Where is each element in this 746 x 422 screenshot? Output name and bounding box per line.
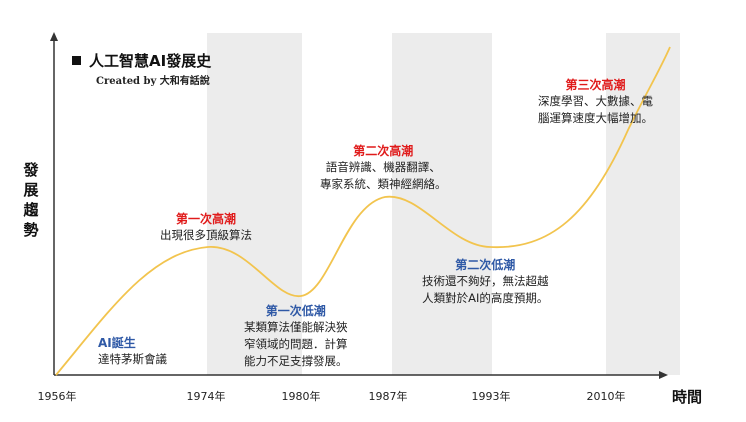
event-desc-line: 某類算法僅能解決狹	[244, 320, 348, 334]
event-second-winter: 第二次低潮 技術還不夠好，無法超越 人類對於AI的高度預期。	[422, 256, 549, 307]
x-tick-1987: 1987年	[368, 390, 408, 403]
event-title: AI誕生	[98, 336, 136, 350]
title-bullet	[72, 56, 81, 65]
event-desc-line: 窄領域的問題．計算	[244, 337, 348, 351]
x-tick-1980: 1980年	[281, 390, 321, 403]
event-desc-line: 能力不足支撐發展。	[244, 354, 348, 368]
x-tick-1974: 1974年	[186, 390, 226, 403]
event-desc-line: 人類對於AI的高度預期。	[422, 291, 549, 305]
event-second-boom: 第二次高潮 語音辨識、機器翻譯、 專家系統、類神經網絡。	[320, 142, 447, 193]
event-desc-line: 專家系統、類神經網絡。	[320, 177, 447, 191]
event-first-boom: 第一次高潮 出現很多頂級算法	[160, 210, 252, 244]
event-ai-birth: AI誕生 達特茅斯會議	[98, 334, 167, 368]
event-first-winter: 第一次低潮 某類算法僅能解決狹 窄領域的問題．計算 能力不足支撐發展。	[244, 302, 348, 370]
event-third-boom: 第三次高潮 深度學習、大數據、電 腦運算速度大幅增加。	[538, 76, 653, 127]
event-desc-line: 語音辨識、機器翻譯、	[325, 160, 441, 174]
x-tick-1956: 1956年	[37, 390, 77, 403]
x-axis-arrow	[659, 371, 668, 379]
period-band-1974-1980	[207, 33, 302, 375]
x-tick-2010: 2010年	[586, 390, 626, 403]
event-desc-line: 技術還不夠好，無法超越	[422, 274, 549, 288]
event-title: 第一次低潮	[265, 304, 326, 318]
y-axis-label: 發展趨勢	[23, 161, 39, 239]
chart-title-text: 人工智慧AI發展史	[89, 52, 212, 70]
event-title: 第二次低潮	[455, 258, 516, 272]
x-tick-1993: 1993年	[471, 390, 511, 403]
period-band-2010-plus	[606, 33, 680, 375]
event-desc-line: 出現很多頂級算法	[160, 228, 252, 242]
trend-curve	[55, 46, 671, 376]
chart-title: 人工智慧AI發展史	[72, 50, 211, 71]
event-title: 第二次高潮	[353, 144, 414, 158]
event-title: 第一次高潮	[175, 212, 236, 226]
event-desc-line: 達特茅斯會議	[98, 352, 167, 366]
y-axis-arrow	[50, 32, 58, 41]
event-title: 第三次高潮	[565, 78, 626, 92]
event-desc-line: 深度學習、大數據、電	[538, 94, 653, 108]
event-desc-line: 腦運算速度大幅增加。	[538, 111, 653, 125]
x-axis-label: 時間	[672, 388, 703, 406]
credit-line: Created by 大和有話說	[96, 76, 210, 87]
period-band-1987-1993	[392, 33, 492, 375]
